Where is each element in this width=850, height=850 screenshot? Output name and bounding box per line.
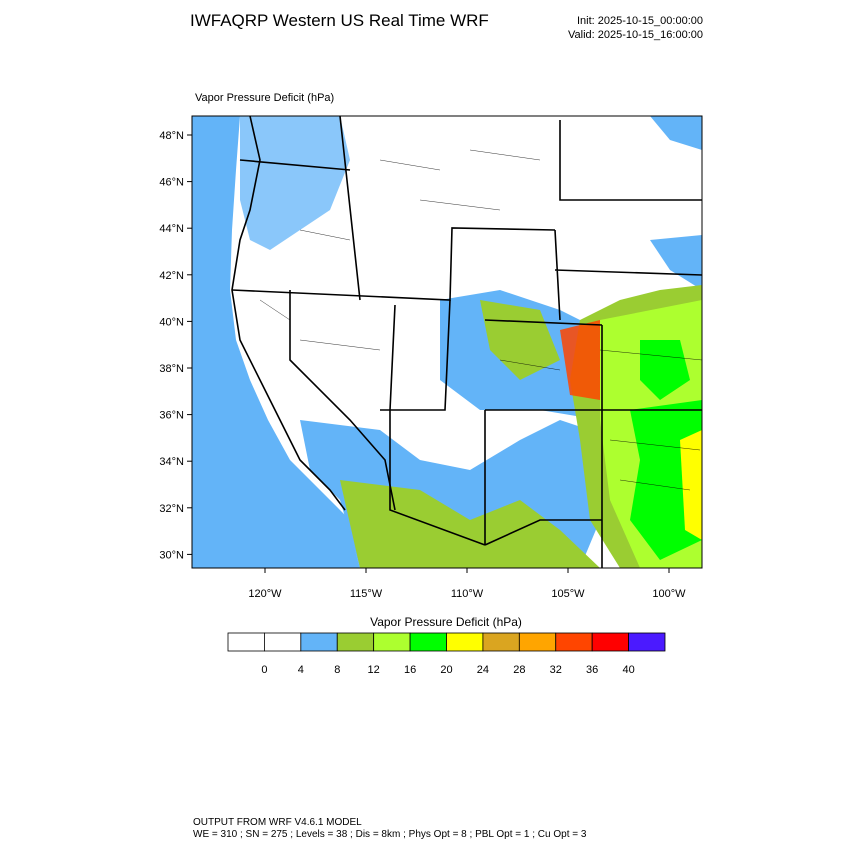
colorbar-box bbox=[518, 632, 557, 652]
footer-line: WE = 310 ; SN = 275 ; Levels = 38 ; Dis … bbox=[193, 829, 587, 840]
colorbar-box bbox=[446, 632, 484, 652]
colorbar-box bbox=[591, 632, 629, 652]
colorbar-box bbox=[373, 632, 411, 652]
map bbox=[191, 115, 703, 569]
lat-label: 42°N bbox=[159, 270, 184, 282]
init-time: Init: 2025-10-15_00:00:00 bbox=[577, 15, 703, 27]
lat-label: 36°N bbox=[159, 410, 184, 422]
lat-label: 44°N bbox=[159, 223, 184, 235]
lon-label: 100°W bbox=[652, 588, 686, 600]
colorbar-label: 32 bbox=[550, 664, 562, 676]
colorbar-label: 8 bbox=[334, 664, 340, 676]
lat-label: 46°N bbox=[159, 177, 184, 189]
colorbar-box bbox=[264, 632, 302, 652]
lat-label: 48°N bbox=[159, 130, 184, 142]
colorbar-label: 12 bbox=[368, 664, 380, 676]
lon-label: 120°W bbox=[248, 588, 282, 600]
lat-label: 30°N bbox=[159, 549, 184, 561]
lat-label: 38°N bbox=[159, 363, 184, 375]
colorbar-label: 28 bbox=[513, 664, 525, 676]
colorbar-label: 20 bbox=[440, 664, 452, 676]
colorbar-label: 0 bbox=[261, 664, 267, 676]
colorbar-box bbox=[336, 632, 375, 652]
colorbar-label: 40 bbox=[622, 664, 634, 676]
title: IWFAQRP Western US Real Time WRF bbox=[190, 11, 489, 30]
colorbar-title: Vapor Pressure Deficit (hPa) bbox=[370, 615, 522, 629]
colorbar-box bbox=[227, 632, 265, 652]
lat-label: 32°N bbox=[159, 503, 184, 515]
lon-label: 115°W bbox=[350, 588, 383, 600]
colorbar-box bbox=[628, 632, 666, 652]
colorbar-label: 36 bbox=[586, 664, 598, 676]
colorbar-label: 24 bbox=[477, 664, 489, 676]
colorbar-box bbox=[300, 632, 338, 652]
colorbar-box bbox=[482, 632, 520, 652]
lon-label: 110°W bbox=[451, 588, 484, 600]
colorbar-label: 4 bbox=[298, 664, 304, 676]
lat-label: 34°N bbox=[159, 456, 184, 468]
colorbar-label: 16 bbox=[404, 664, 416, 676]
lat-label: 40°N bbox=[159, 316, 184, 328]
plot-subtitle: Vapor Pressure Deficit (hPa) bbox=[195, 92, 334, 104]
lon-label: 105°W bbox=[551, 588, 585, 600]
colorbar-box bbox=[555, 632, 593, 652]
valid-time: Valid: 2025-10-15_16:00:00 bbox=[568, 29, 703, 41]
footer-line: OUTPUT FROM WRF V4.6.1 MODEL bbox=[193, 817, 362, 828]
colorbar-box bbox=[409, 632, 447, 652]
